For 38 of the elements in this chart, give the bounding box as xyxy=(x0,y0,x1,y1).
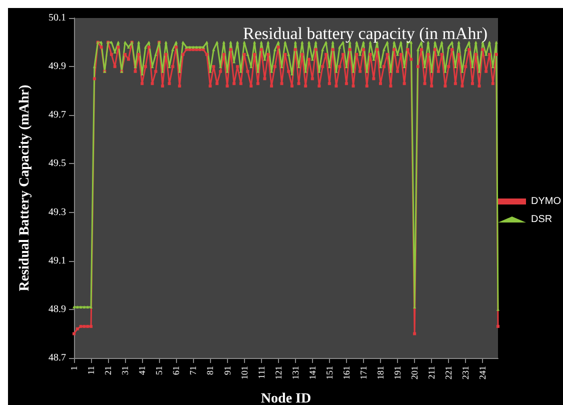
chart-title: Residual battery capacity (in mAhr) xyxy=(243,24,488,43)
x-tick-label: 191 xyxy=(392,366,403,380)
y-tick-label: 50.1 xyxy=(48,12,66,24)
legend-label: DYMO xyxy=(531,196,562,207)
x-tick-label: 161 xyxy=(341,366,352,380)
y-tick-label: 49.5 xyxy=(48,158,66,170)
x-tick-label: 81 xyxy=(205,366,216,375)
x-tick-label: 71 xyxy=(188,366,198,375)
x-tick-label: 111 xyxy=(256,366,266,379)
y-tick-label: 49.9 xyxy=(48,61,66,72)
x-tick-label: 101 xyxy=(239,366,250,380)
x-tick-label: 11 xyxy=(86,366,96,375)
y-tick-label: 49.3 xyxy=(48,206,66,218)
x-tick-label: 61 xyxy=(171,366,182,375)
x-tick-label: 141 xyxy=(307,366,318,380)
x-tick-label: 201 xyxy=(410,366,420,380)
x-tick-label: 51 xyxy=(154,366,164,375)
x-tick-label: 211 xyxy=(426,366,437,380)
y-tick-label: 49.7 xyxy=(48,110,66,121)
y-axis-title: Residual Battery Capacity (mAhr) xyxy=(18,84,32,292)
x-tick-label: 41 xyxy=(137,366,148,375)
legend-label: DSR xyxy=(531,214,552,225)
y-tick-label: 48.9 xyxy=(48,304,66,315)
x-axis-title: Node ID xyxy=(260,392,312,405)
y-tick-label: 48.7 xyxy=(48,352,66,364)
x-tick-label: 171 xyxy=(358,366,368,380)
x-tick-label: 221 xyxy=(444,366,454,380)
x-tick-label: 31 xyxy=(120,366,130,375)
x-tick-label: 1 xyxy=(69,366,79,370)
x-tick-label: 121 xyxy=(273,366,284,380)
x-tick-label: 241 xyxy=(478,366,488,380)
x-tick-label: 131 xyxy=(290,366,300,380)
x-tick-label: 91 xyxy=(222,366,232,375)
y-tick-label: 49.1 xyxy=(48,255,66,266)
x-tick-label: 181 xyxy=(376,366,386,380)
x-tick-label: 151 xyxy=(324,366,334,380)
x-tick-label: 21 xyxy=(103,366,114,375)
x-tick-label: 231 xyxy=(460,366,471,380)
